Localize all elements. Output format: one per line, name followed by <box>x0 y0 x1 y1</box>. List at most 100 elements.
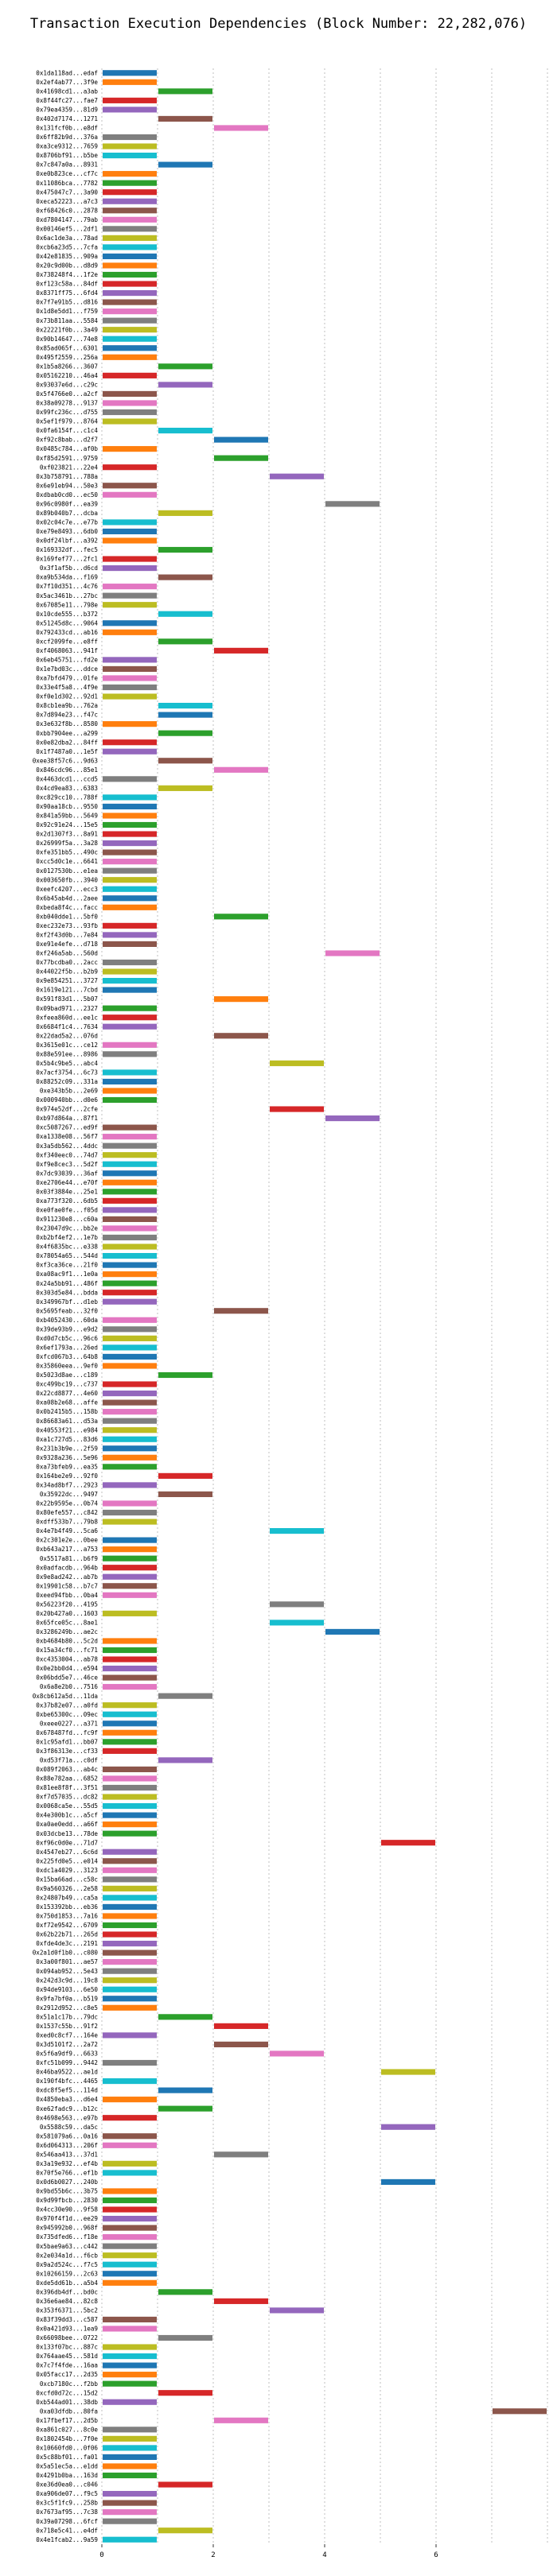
y-tick-label: 0x90b14647...74e8 <box>36 336 98 343</box>
y-tick-label: 0x5a51ec5a...e1dd <box>36 2463 98 2470</box>
transaction-bar <box>103 1353 157 1360</box>
y-tick-label: 0x303d5e84...bdda <box>36 1289 98 1296</box>
transaction-bar <box>158 427 212 434</box>
transaction-bar <box>103 1968 157 1974</box>
y-tick-label: 0x495f2559...256a <box>36 354 98 361</box>
y-tick-label: 0x89b040b7...dcba <box>36 510 98 517</box>
transaction-bar <box>103 1088 157 1094</box>
y-tick-label: 0xa9b534da...f169 <box>36 574 98 581</box>
transaction-bar <box>103 317 157 324</box>
y-tick-label: 0x10cde555...b372 <box>36 611 98 618</box>
y-tick-label: 0xa773f320...6db5 <box>36 1197 98 1205</box>
y-tick-label: 0x10660fd0...0f06 <box>36 2445 98 2452</box>
y-tick-label: 0x5588c59...da5c <box>40 2124 98 2131</box>
y-tick-label: 0xcf2099fe...e8ff <box>36 638 98 645</box>
transaction-bar <box>103 327 157 333</box>
y-tick-label: 0x1f7487a0...1e5f <box>36 748 98 755</box>
transaction-bar <box>103 1051 157 1057</box>
transaction-bar <box>103 2353 157 2360</box>
y-tick-label: 0x349967bf...d1eb <box>36 1298 98 1305</box>
y-tick-label: 0xf92c8bab...d2f7 <box>36 436 98 444</box>
y-tick-label: 0xee38f57c6...9d63 <box>33 757 98 764</box>
transaction-bar <box>103 1290 157 1296</box>
y-tick-label: 0x4698e563...e97b <box>36 2114 98 2121</box>
transaction-bar <box>103 1124 157 1131</box>
transaction-bar <box>103 1399 157 1406</box>
transaction-bar <box>103 657 157 663</box>
transaction-bar <box>103 2004 157 2011</box>
transaction-bar <box>103 556 157 562</box>
y-tick-label: 0xf340eec0...74d7 <box>36 1151 98 1158</box>
y-tick-label: 0x2d1307f3...8a91 <box>36 831 98 838</box>
y-tick-label: 0xb97d864a...87f1 <box>36 1115 98 1122</box>
transaction-bar <box>214 125 268 131</box>
y-tick-label: 0x5ac3461b...27bc <box>36 592 98 599</box>
y-tick-label: 0x5517a81...b6f9 <box>40 1555 99 1562</box>
transaction-bar <box>103 2536 157 2543</box>
transaction-bar <box>103 1702 157 1709</box>
y-tick-label: 0x67085e11...798e <box>36 601 98 608</box>
y-tick-label: 0x1da118ad...edaf <box>36 69 98 76</box>
transaction-bar <box>103 2435 157 2442</box>
y-tick-label: 0x3a5db562...4ddc <box>36 1143 98 1150</box>
transaction-bar <box>103 2197 157 2204</box>
transaction-bar <box>103 1234 157 1241</box>
transaction-bar <box>103 1152 157 1158</box>
transaction-bar <box>103 1729 157 1736</box>
transaction-bar <box>103 289 157 297</box>
transaction-bar <box>103 564 157 572</box>
y-tick-label: 0x33e4f5a8...4f9e <box>36 684 98 691</box>
y-tick-label: 0xdbab0cd0...ec50 <box>36 491 98 499</box>
y-tick-label: 0xed0c8cf7...164e <box>36 2032 98 2039</box>
transaction-bar <box>103 1252 157 1259</box>
transaction-bar <box>158 1757 212 1763</box>
transaction-bar <box>103 739 157 746</box>
y-tick-label: 0xfc51b099...9442 <box>36 2059 98 2066</box>
y-tick-label: 0x35860eea...9ef0 <box>36 1363 98 1370</box>
y-tick-label: 0x9e8ad242...ab7b <box>36 1573 98 1581</box>
transaction-bar <box>103 1161 157 1167</box>
transaction-bar <box>103 2115 157 2121</box>
transaction-bar <box>103 2316 157 2323</box>
y-tick-label: 0xb643a217...a753 <box>36 1546 98 1553</box>
transaction-bar <box>103 97 157 103</box>
y-tick-label: 0xb2bf4ef2...1e7b <box>36 1234 98 1241</box>
y-tick-label: 0xa03dfdb...80fa <box>40 2407 98 2415</box>
transaction-bar <box>103 922 157 929</box>
y-tick-label: 0xa861c027...8c0e <box>36 2426 98 2433</box>
y-tick-label: 0xf0e1d302...92d1 <box>36 693 98 700</box>
transaction-bar <box>103 1216 157 1223</box>
y-tick-label: 0x11086bca...7782 <box>36 180 98 187</box>
y-tick-label: 0x80efe557...c842 <box>36 1509 98 1516</box>
y-tick-label: 0x4291b0ba...163d <box>36 2472 98 2479</box>
transaction-bar <box>103 1436 157 1442</box>
y-tick-label: 0x88e591ee...8986 <box>36 1050 98 1057</box>
transaction-bar <box>103 189 157 196</box>
transaction-bar <box>103 79 157 85</box>
transaction-bar <box>103 1014 157 1021</box>
y-tick-label: 0xec232e73...93fb <box>36 922 98 929</box>
transaction-bar <box>103 904 157 910</box>
transaction-bar <box>103 1876 157 1883</box>
transaction-bar <box>103 1078 157 1085</box>
transaction-bar <box>103 1555 157 1562</box>
y-tick-labels: 0x1da118ad...edaf 0x2ef4ab77...3f9e0x4169… <box>33 69 99 2543</box>
y-tick-label: 0x094ab952...5e43 <box>36 1968 98 1975</box>
transaction-bar <box>214 1308 268 1314</box>
transaction-bar <box>103 70 157 76</box>
transaction-bar <box>158 758 212 764</box>
transaction-bar <box>103 1445 157 1452</box>
transaction-bar <box>103 1243 157 1250</box>
y-tick-label: 0x15ba66ad...c58c <box>36 1876 98 1883</box>
transaction-bar <box>103 1849 157 1855</box>
y-tick-label: 0x164be2e9...92f0 <box>36 1472 98 1480</box>
y-tick-label: 0xdff533b7...79b8 <box>36 1519 98 1526</box>
transaction-bar <box>103 620 157 627</box>
transaction-bar <box>103 1895 157 1901</box>
transaction-bar <box>103 409 157 416</box>
transaction-bar <box>103 1583 157 1589</box>
y-tick-label: 0x6d064313...206f <box>36 2142 98 2149</box>
y-tick-label: 0x41698cd1...a3ab <box>36 87 98 95</box>
transaction-bar <box>214 455 268 461</box>
y-tick-label: 0xa906de07...f9c5 <box>36 2490 98 2497</box>
